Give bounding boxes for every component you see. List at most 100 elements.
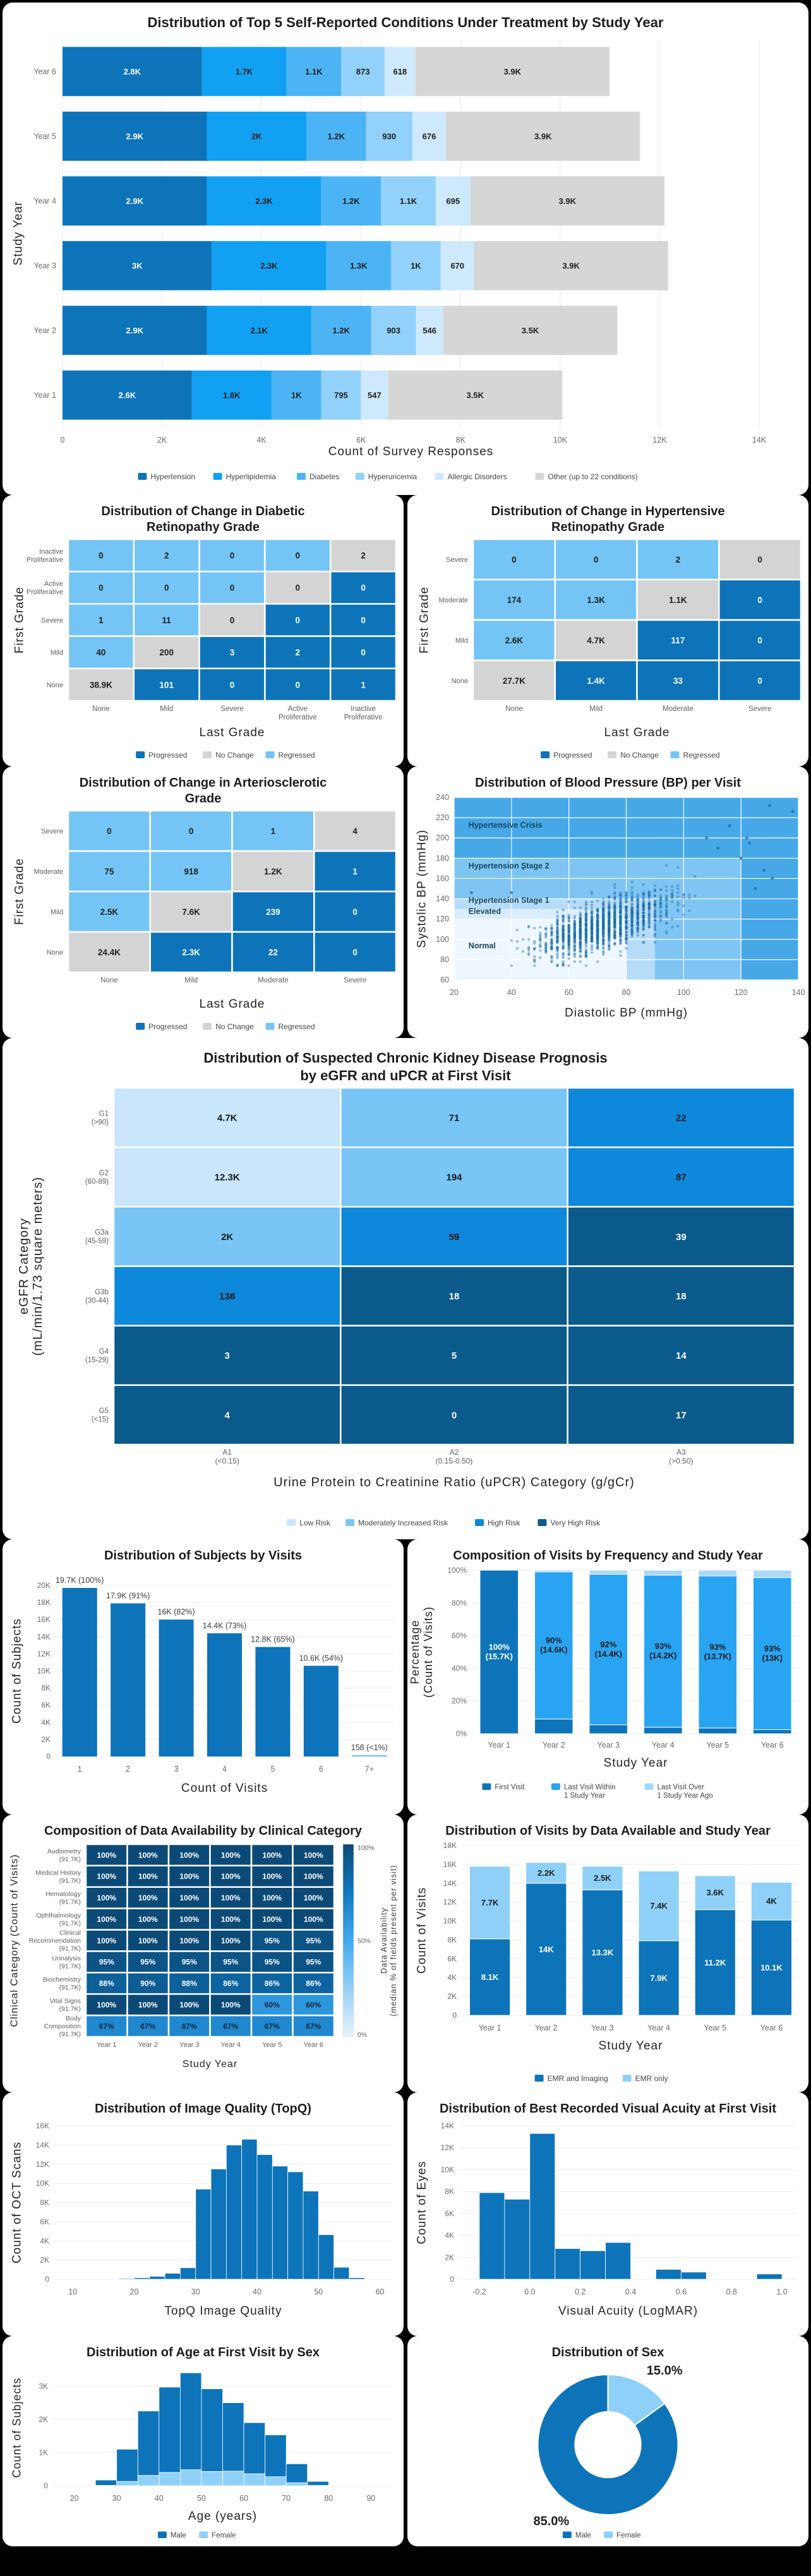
age-by-sex-histogram[interactable]: 0 1K 2K 3K 20 30 40 50 60 70 80 90 Age (years) Count … [3,2361,404,2546]
svg-text:Mild: Mild [184,977,198,984]
svg-text:7.6K: 7.6K [182,907,200,917]
svg-text:Year 4: Year 4 [652,1741,675,1750]
svg-text:Female: Female [212,2532,236,2539]
svg-text:60: 60 [565,988,574,997]
svg-text:2.8K: 2.8K [124,66,141,76]
svg-text:16K: 16K [443,1860,457,1869]
svg-text:90%(14.6K): 90% (14.6K) [540,1636,567,1655]
svg-text:0: 0 [757,636,762,645]
blood-pressure-scatter[interactable]: 20 40 60 80 100 120 140 60 80 100 120 140 160 180 200 2… [407,791,808,1038]
svg-text:Moderately Increased Risk: Moderately Increased Risk [358,1518,448,1527]
svg-text:100%: 100% [179,1893,199,1902]
svg-text:100%: 100% [304,1893,323,1902]
svg-text:100%: 100% [138,1872,158,1881]
svg-text:1.6K: 1.6K [223,390,241,400]
svg-text:Year 3: Year 3 [33,261,56,270]
svg-text:First Grade: First Grade [13,587,27,653]
svg-text:6K: 6K [356,436,366,444]
svg-text:2K: 2K [157,436,167,444]
svg-text:First Grade: First Grade [13,858,27,925]
svg-text:Allergic Disorders: Allergic Disorders [448,472,507,481]
svg-text:22: 22 [676,1112,687,1123]
svg-text:Hypertension: Hypertension [150,472,195,481]
data-availability-heatmap[interactable]: 100% 100% 100% 100% 100% 100% 100% 100% 100% 100%… [3,1839,404,2092]
svg-text:0: 0 [296,551,301,560]
svg-text:Year 2: Year 2 [543,1741,565,1750]
card-visits-by-data: Distribution of Visits by Data Available… [407,1815,808,2092]
svg-text:14: 14 [676,1351,687,1361]
svg-text:2.3K: 2.3K [255,196,273,205]
svg-text:101: 101 [159,680,174,689]
svg-text:Urinalysis(91.7K): Urinalysis (91.7K) [52,1955,81,1971]
svg-text:Data Availability(median % of: Data Availability(median % of fields pre… [380,1864,398,2016]
svg-text:Year 3: Year 3 [179,2041,199,2049]
svg-text:8K: 8K [40,2198,49,2207]
svg-text:10K: 10K [553,436,568,444]
svg-text:Urine Protein to Creatinine Ra: Urine Protein to Creatinine Ratio (uPCR)… [273,1476,635,1489]
svg-text:14K: 14K [36,2140,49,2149]
card-visit-frequency: Composition of Visits by Frequency and S… [407,1539,808,1815]
svg-text:Year 5: Year 5 [704,2024,726,2032]
svg-text:2.3K: 2.3K [182,948,200,957]
svg-text:180: 180 [436,854,449,862]
svg-text:G2(60-89): G2 (60-89) [85,1170,109,1186]
svg-text:100%: 100% [221,1851,241,1859]
svg-text:87: 87 [676,1172,687,1183]
svg-text:100%: 100% [138,1936,158,1945]
visual-acuity-histogram[interactable]: 0 2K 4K 6K 8K 10K 12K 14K -0.2 0.0 0.2 0.4 0.6 0.8 1.0… [407,2117,808,2336]
svg-text:Regressed: Regressed [279,751,315,760]
image-quality-histogram[interactable]: 0 2K 4K 6K 8K 10K 12K 14K 16K 10 20 30 40 50 60 TopQ Im… [3,2117,404,2336]
svg-text:0.6: 0.6 [676,2287,687,2296]
svg-text:67%: 67% [140,2022,155,2030]
svg-text:0: 0 [452,1410,457,1421]
svg-text:0: 0 [757,676,762,686]
svg-text:4K: 4K [766,1897,777,1906]
svg-text:Male: Male [171,2532,186,2539]
svg-text:40: 40 [253,2287,261,2296]
conditions-stacked-bar-chart[interactable]: 0 2K 4K 6K 8K 10K 12K 14K Year 6 2.8K 1.7K 1.1K 873 6… [3,32,808,496]
diabetic-retinopathy-heatmap[interactable]: 0 2 0 0 2 0 0 0 0 0 1 11 0 0 0 40 200 3 2 0 38.9K 101 0 0 1 Inact… [3,535,404,766]
row-arterio-bp: Distribution of Change in Arteriosclerot… [3,766,808,1038]
svg-text:27.7K: 27.7K [503,676,526,686]
card-hypertensive-retinopathy: Distribution of Change in Hypertensive R… [407,495,808,766]
svg-text:40%: 40% [452,1664,467,1673]
svg-text:12K: 12K [36,2160,49,2169]
svg-text:3.9K: 3.9K [562,261,580,270]
svg-text:4.7K: 4.7K [587,636,605,645]
svg-text:6: 6 [319,1765,323,1774]
svg-text:8K: 8K [41,1684,51,1693]
svg-text:100%: 100% [179,1872,199,1881]
svg-text:93%(13.7K): 93% (13.7K) [704,1642,731,1661]
svg-text:Mild: Mild [51,649,63,657]
card-diabetic-retinopathy: Distribution of Change in Diabetic Retin… [3,495,404,766]
subjects-by-visits-bar-chart[interactable]: 0 2K 4K 6K 8K 10K 12K 14K 16K 18K 20K 19.7K (100%) 1… [3,1564,404,1815]
svg-text:4: 4 [352,826,357,836]
ckd-prognosis-heatmap[interactable]: 4.7K 71 22 12.3K 194 87 2K 59 39 138 18 18 3 5 14 4 0 17 G… [3,1084,808,1539]
svg-text:60%: 60% [452,1631,467,1640]
visit-frequency-stacked-chart[interactable]: 0% 20% 40% 60% 80% 100% Year 1 100% (15.7K) Year … [407,1564,808,1815]
svg-text:7.4K: 7.4K [650,1901,668,1911]
svg-text:67%: 67% [265,2022,280,2030]
svg-text:First Grade: First Grade [418,587,431,653]
svg-text:14K: 14K [752,436,767,444]
svg-text:EMR and Imaging: EMR and Imaging [548,2074,608,2083]
svg-text:Very High Risk: Very High Risk [550,1518,601,1527]
svg-text:Diastolic BP (mmHg): Diastolic BP (mmHg) [565,1006,688,1020]
svg-text:1.3K: 1.3K [350,261,368,270]
arteriosclerotic-heatmap[interactable]: 0 0 1 4 75 918 1.2K 1 2.5K 7.6K 239 0 24.4K 2.3K 22 0 Se… [3,807,404,1038]
svg-text:50: 50 [197,2494,206,2503]
visits-by-data-stacked-chart[interactable]: 0 2K 4K 6K 8K 10K 12K 14K 16K 18K 8.1K 7.7K Year 1 14… [407,1839,808,2092]
svg-text:Year 3: Year 3 [597,1741,620,1750]
svg-text:0: 0 [230,551,235,560]
svg-text:6K: 6K [447,1954,457,1963]
svg-text:18K: 18K [443,1841,457,1850]
sex-donut-chart[interactable]: 15.0% 85.0% Male Female [407,2361,808,2546]
svg-text:100%: 100% [221,1872,241,1881]
svg-text:140: 140 [792,988,805,997]
hypertensive-retinopathy-heatmap[interactable]: 0 0 2 0 174 1.3K 1.1K 0 2.6K 4.7K 117 0 27.7K 1.4K 33 0… [407,535,808,766]
chart-title-conditions: Distribution of Top 5 Self-Reported Cond… [147,15,664,30]
svg-text:60: 60 [440,975,449,984]
svg-text:Count of Subjects: Count of Subjects [10,2377,23,2478]
